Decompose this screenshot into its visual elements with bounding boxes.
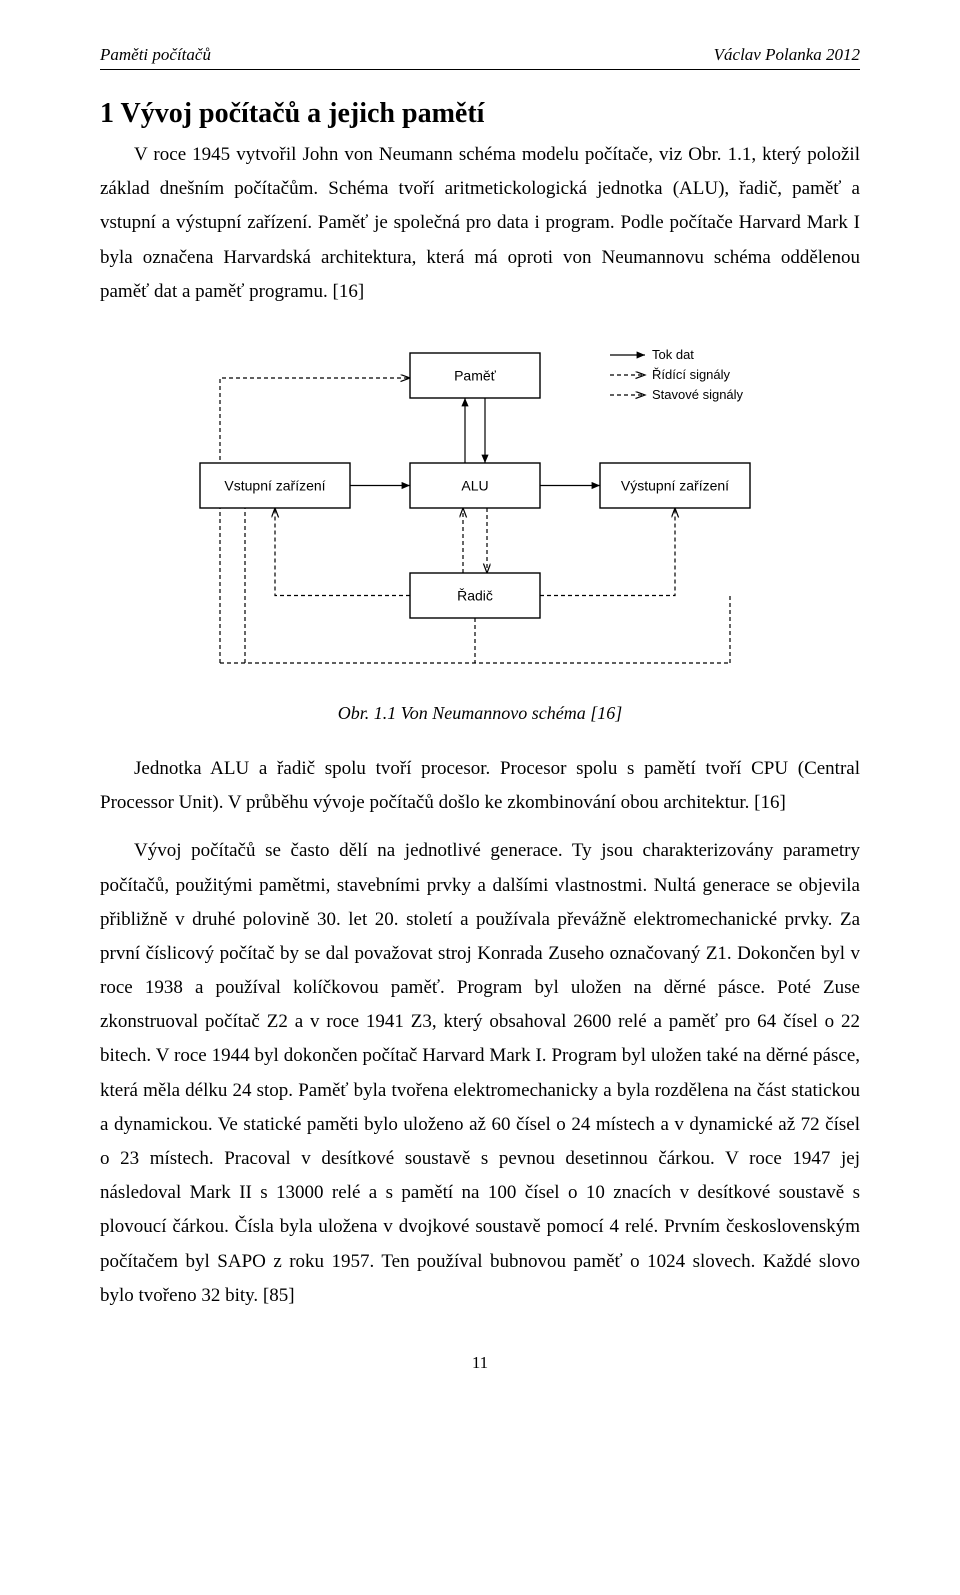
page: Paměti počítačů Václav Polanka 2012 1 Vý… xyxy=(0,0,960,1413)
figure-von-neumann: Paměť Vstupní zařízení ALU Výstupní zařízen… xyxy=(160,333,800,693)
paragraph-2: Jednotka ALU a řadič spolu tvoří proceso… xyxy=(100,752,860,820)
figure-svg: Paměť Vstupní zařízení ALU Výstupní zařízen… xyxy=(160,333,800,693)
figure-caption: Obr. 1.1 Von Neumannovo schéma [16] xyxy=(100,703,860,724)
header-right: Václav Polanka 2012 xyxy=(714,45,860,65)
svg-text:Tok dat: Tok dat xyxy=(652,347,694,362)
paragraph-1: V roce 1945 vytvořil John von Neumann sc… xyxy=(100,138,860,309)
page-number: 11 xyxy=(100,1353,860,1373)
header-rule xyxy=(100,69,860,70)
page-header: Paměti počítačů Václav Polanka 2012 xyxy=(100,45,860,65)
svg-text:Řídící signály: Řídící signály xyxy=(652,367,731,382)
section-title: 1 Vývoj počítačů a jejich pamětí xyxy=(100,98,860,130)
svg-text:Stavové signály: Stavové signály xyxy=(652,387,744,402)
svg-text:Paměť: Paměť xyxy=(454,367,497,383)
svg-text:ALU: ALU xyxy=(461,477,488,493)
svg-text:Výstupní zařízení: Výstupní zařízení xyxy=(621,477,729,493)
header-left: Paměti počítačů xyxy=(100,45,211,65)
svg-text:Vstupní zařízení: Vstupní zařízení xyxy=(224,477,325,493)
svg-text:Řadič: Řadič xyxy=(457,587,493,603)
paragraph-3: Vývoj počítačů se často dělí na jednotli… xyxy=(100,834,860,1313)
